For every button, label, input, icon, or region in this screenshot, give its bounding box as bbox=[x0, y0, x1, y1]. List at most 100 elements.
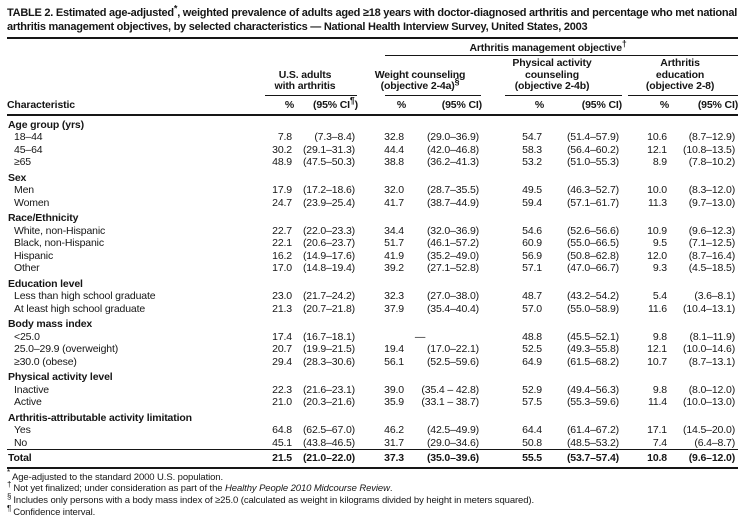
cell-ci: (14.9–17.6) bbox=[302, 249, 355, 262]
cell-ci: (52.6–56.6) bbox=[566, 224, 619, 237]
empty-cells bbox=[252, 409, 738, 425]
group-label: Physical activity counseling (objective 2-… bbox=[512, 57, 592, 92]
table-header: Arthritis management objective† U.S. adu… bbox=[7, 39, 739, 116]
cell-percent: 49.5 bbox=[522, 184, 542, 196]
row-label: Total bbox=[7, 449, 252, 469]
spacer-cell bbox=[7, 39, 358, 56]
table-row: Less than high school graduate 23.0 (21.7–… bbox=[7, 290, 738, 303]
group-footnote-marker: § bbox=[454, 76, 460, 87]
table-title: TABLE 2. Estimated age-adjusted*, weight… bbox=[7, 4, 738, 34]
row-label: 45–64 bbox=[14, 143, 43, 156]
cell-ci: (35.2–49.0) bbox=[426, 249, 479, 262]
ci-header: (95% CI) bbox=[544, 95, 622, 116]
spanner-row: Arthritis management objective† bbox=[7, 39, 739, 56]
ci-footnote-marker: ¶ bbox=[349, 95, 355, 105]
table-row: At least high school graduate 21.3 (20.7–2… bbox=[7, 303, 738, 316]
row-label: Body mass index bbox=[8, 318, 93, 330]
cell-percent: 11.4 bbox=[647, 396, 667, 408]
section-header-row: Race/Ethnicity bbox=[7, 209, 738, 225]
percent-header: % bbox=[358, 95, 406, 116]
cell-ci: (28.3–30.6) bbox=[302, 355, 355, 368]
footnote-not-finalized: † Not yet finalized; under consideration … bbox=[7, 480, 393, 495]
cell-ci: (51.0–55.3) bbox=[566, 156, 619, 168]
footnote-marker: * bbox=[7, 468, 11, 478]
table-row: 25.0–29.9 (overweight) 20.7 (19.9–21.5) 19.… bbox=[7, 343, 738, 356]
cell-ci: (46.1–57.2) bbox=[426, 237, 479, 249]
cell-ci: (50.8–62.8) bbox=[566, 249, 619, 262]
group-header-weight-counseling: Weight counseling (objective 2-4a)§ bbox=[358, 56, 482, 96]
table-row: Hispanic 16.2 (14.9–17.6) 41.9 (35.2–49.0) 56… bbox=[7, 250, 738, 263]
cell-ci: (8.1–11.9) bbox=[689, 330, 736, 343]
cell-percent: 60.9 bbox=[522, 237, 542, 249]
cell-percent: 9.8 bbox=[652, 383, 667, 396]
percent-header: % bbox=[482, 95, 544, 116]
cell-percent: 21.0 bbox=[272, 396, 292, 408]
cell-ci: (42.0–46.8) bbox=[426, 143, 479, 156]
ci-header-first: (95% CI¶) bbox=[294, 95, 358, 116]
cell-percent: 17.4 bbox=[272, 330, 292, 343]
footnote-marker: ¶ bbox=[7, 503, 12, 513]
empty-cells bbox=[252, 115, 738, 132]
characteristic-header: Characteristic bbox=[7, 95, 252, 116]
cell-ci: (46.3–52.7) bbox=[566, 184, 619, 196]
cell-percent: 50.8 bbox=[522, 436, 542, 449]
row-label: 25.0–29.9 (overweight) bbox=[14, 343, 119, 355]
cell-percent: 7.8 bbox=[277, 131, 292, 143]
cell-ci: (21.6–23.1) bbox=[302, 383, 355, 396]
cell-percent: 9.8 bbox=[652, 330, 667, 343]
cell-percent: 41.7 bbox=[384, 196, 404, 209]
cell-percent: 48.9 bbox=[272, 156, 292, 168]
cell-percent: 58.3 bbox=[522, 143, 542, 156]
cell-ci: (17.2–18.6) bbox=[302, 184, 355, 196]
footnote-marker: † bbox=[7, 480, 12, 490]
cell-percent: 11.6 bbox=[647, 302, 667, 315]
cell-ci: (61.5–68.2) bbox=[566, 355, 619, 368]
row-label: Physical activity level bbox=[8, 371, 113, 383]
cell-ci: (42.5–49.9) bbox=[426, 424, 479, 436]
cell-ci: (21.0–22.0) bbox=[294, 449, 358, 469]
cell-ci: (48.5–53.2) bbox=[566, 436, 619, 449]
data-table: Arthritis management objective† U.S. adu… bbox=[7, 39, 738, 469]
cell-ci: (61.4–67.2) bbox=[566, 424, 619, 436]
cell-percent: 10.6 bbox=[647, 131, 667, 143]
cell-ci: (43.2–54.2) bbox=[566, 290, 619, 302]
ci-header: (95% CI) bbox=[406, 95, 482, 116]
cell-ci: (29.0–34.6) bbox=[426, 436, 479, 449]
group-rule bbox=[628, 94, 739, 96]
cell-ci: (27.1–52.8) bbox=[426, 262, 479, 274]
cell-percent: 37.3 bbox=[358, 449, 406, 469]
title-footnote-marker: * bbox=[173, 3, 178, 14]
cell-ci: (47.5–50.3) bbox=[302, 156, 355, 168]
table-row: ≥65 48.9 (47.5–50.3) 38.8 (36.2–41.3) 53.2 (51… bbox=[7, 156, 738, 169]
cell-percent: 41.9 bbox=[384, 249, 404, 262]
group-label: Arthritis education (objective 2-8) bbox=[645, 57, 715, 92]
cell-ci: (8.0–12.0) bbox=[688, 383, 736, 396]
empty-cells bbox=[252, 169, 738, 185]
title-rule bbox=[7, 37, 738, 39]
cell-percent: 31.7 bbox=[384, 436, 404, 449]
cell-ci: (8.3–12.0) bbox=[688, 184, 736, 196]
row-label: Other bbox=[14, 262, 40, 274]
cell-percent: 10.8 bbox=[622, 449, 669, 469]
group-header-arthritis-education: Arthritis education (objective 2-8) bbox=[622, 56, 739, 96]
table-body: Age group (yrs) 18–44 7.8 (7.3–8.4) 32.8 (29.… bbox=[7, 115, 739, 469]
cell-percent: 53.2 bbox=[522, 156, 542, 168]
cell-percent: 52.9 bbox=[522, 383, 542, 396]
cell-percent: 20.7 bbox=[272, 343, 292, 355]
footnote-age-adjusted: * Age-adjusted to the standard 2000 U.S. … bbox=[7, 468, 224, 483]
cell-ci: (23.9–25.4) bbox=[302, 196, 355, 209]
cell-percent: 11.3 bbox=[647, 196, 667, 209]
cell-ci: (47.0–66.7) bbox=[566, 262, 619, 274]
cell-ci: (7.3–8.4) bbox=[314, 131, 355, 143]
cell-percent: 64.4 bbox=[522, 424, 542, 436]
cell-ci: (14.8–19.4) bbox=[302, 262, 355, 274]
table-row: No 45.1 (43.8–46.5) 31.7 (29.0–34.6) 50.8 (48.… bbox=[7, 437, 738, 450]
cell-percent: 38.8 bbox=[384, 156, 404, 168]
cell-ci: (45.5–52.1) bbox=[566, 330, 619, 343]
cell-percent: 17.0 bbox=[272, 262, 292, 274]
cell-ci: (3.6–8.1) bbox=[694, 290, 736, 302]
cell-ci: (53.7–57.4) bbox=[544, 449, 622, 469]
cell-percent: 57.1 bbox=[522, 262, 542, 274]
cell-percent: 21.5 bbox=[252, 449, 294, 469]
